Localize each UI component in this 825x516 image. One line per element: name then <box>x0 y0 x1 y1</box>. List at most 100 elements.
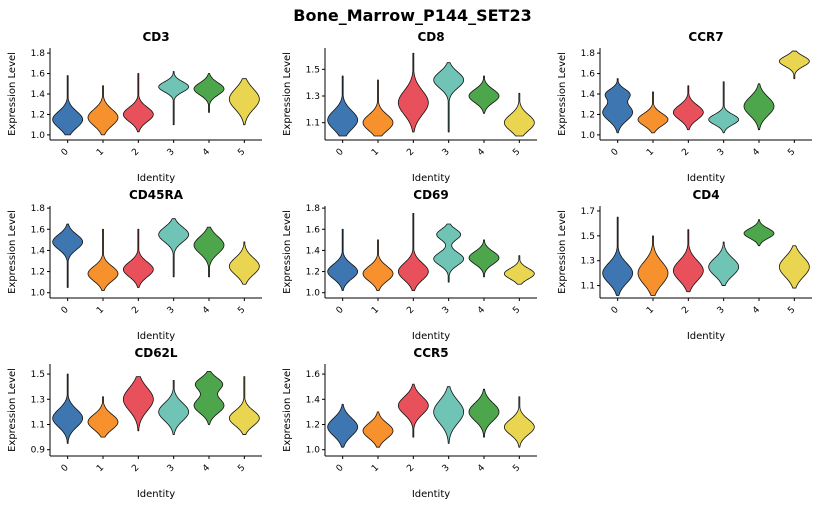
x-tick-label: 3 <box>715 147 726 158</box>
x-tick-label: 4 <box>475 305 486 316</box>
x-axis-title: Identity <box>686 331 724 342</box>
violin-cluster-1 <box>362 239 393 291</box>
x-tick-label: 5 <box>786 305 797 316</box>
y-tick-label: 1.0 <box>305 289 320 299</box>
violin-cluster-2 <box>397 213 429 291</box>
violin-cluster-2 <box>122 228 154 288</box>
x-tick-label: 1 <box>644 147 655 158</box>
violin-cluster-4 <box>743 83 774 131</box>
violin-cluster-1 <box>637 91 668 134</box>
violin-cluster-4 <box>468 75 499 114</box>
x-tick-label: 2 <box>405 463 416 474</box>
violin-cluster-5 <box>503 92 535 137</box>
y-tick-label: 1.5 <box>305 65 319 75</box>
y-tick-label: 1.0 <box>580 131 595 141</box>
violin-cluster-0 <box>51 75 83 136</box>
violin-cluster-1 <box>637 235 668 296</box>
violin-cluster-4 <box>193 73 224 113</box>
x-tick-label: 5 <box>236 463 247 474</box>
violin-cluster-5 <box>778 245 810 289</box>
x-axis-title: Identity <box>136 173 174 184</box>
violin-panel-CD62L: 0.9 1.1 1.3 1.5 0 1 2 3 4 5 CD62L Expression Level I… <box>7 346 262 500</box>
y-tick-label: 1.1 <box>30 420 44 430</box>
violin-cluster-1 <box>362 411 393 448</box>
x-tick-label: 4 <box>475 147 486 158</box>
violin-panel-CD4: 1.1 1.3 1.5 1.7 0 1 2 3 4 5 CD4 Expression Level Ide… <box>557 188 812 342</box>
x-tick-label: 1 <box>369 147 380 158</box>
y-axis-title: Expression Level <box>282 52 293 136</box>
x-tick-label: 3 <box>165 147 176 158</box>
y-axis-title: Expression Level <box>7 52 18 136</box>
violin-cluster-5 <box>778 50 810 80</box>
panel-title: CD45RA <box>129 188 184 202</box>
violin-cluster-2 <box>397 383 429 438</box>
y-tick-label: 1.3 <box>30 395 44 405</box>
violin-cluster-4 <box>468 388 499 438</box>
violin-panel-CD8: 1.1 1.3 1.5 0 1 2 3 4 5 CD8 Expression Level Identi… <box>282 30 537 184</box>
violin-cluster-5 <box>228 376 260 435</box>
violin-cluster-5 <box>228 78 260 126</box>
violin-cluster-0 <box>601 216 633 296</box>
panel-title: CD62L <box>134 346 177 360</box>
violin-cluster-1 <box>87 228 118 291</box>
x-axis-title: Identity <box>411 489 449 500</box>
violin-cluster-1 <box>87 396 118 438</box>
x-tick-label: 4 <box>200 305 211 316</box>
violin-panel-CD3: 1.0 1.2 1.4 1.6 1.8 0 1 2 3 4 5 CD3 Expression Level… <box>7 30 262 184</box>
x-tick-label: 0 <box>334 147 345 158</box>
x-tick-label: 1 <box>94 305 105 316</box>
x-tick-label: 4 <box>200 463 211 474</box>
violin-cluster-0 <box>326 403 358 448</box>
y-tick-label: 1.6 <box>30 225 45 235</box>
x-tick-label: 3 <box>165 305 176 316</box>
x-tick-label: 3 <box>440 305 451 316</box>
y-tick-label: 1.6 <box>305 370 320 380</box>
x-tick-label: 4 <box>475 463 486 474</box>
panel-title: CCR5 <box>413 346 448 360</box>
x-tick-label: 2 <box>130 463 141 474</box>
violin-cluster-0 <box>326 228 358 291</box>
violin-cluster-1 <box>87 85 118 136</box>
x-tick-label: 3 <box>440 463 451 474</box>
violin-cluster-3 <box>157 71 189 126</box>
y-axis-title: Expression Level <box>7 368 18 452</box>
y-tick-label: 1.0 <box>30 289 45 299</box>
y-tick-label: 1.4 <box>580 90 595 100</box>
violin-panel-CD69: 1.0 1.2 1.4 1.6 1.8 0 1 2 3 4 5 CD69 Expression Leve… <box>282 188 537 342</box>
x-tick-label: 0 <box>334 463 345 474</box>
x-tick-label: 4 <box>750 147 761 158</box>
x-tick-label: 2 <box>405 147 416 158</box>
violin-cluster-5 <box>228 241 260 285</box>
x-axis-title: Identity <box>136 489 174 500</box>
violin-panel-CCR5: 1.0 1.2 1.4 1.6 0 1 2 3 4 5 CCR5 Expression Level Id… <box>282 346 537 500</box>
x-tick-label: 1 <box>644 305 655 316</box>
y-tick-label: 1.0 <box>305 446 320 456</box>
x-tick-label: 5 <box>511 147 522 158</box>
violin-cluster-2 <box>122 73 154 133</box>
y-tick-label: 1.2 <box>305 420 319 430</box>
violin-cluster-3 <box>432 386 464 444</box>
y-tick-label: 1.2 <box>30 268 44 278</box>
y-tick-label: 1.6 <box>30 70 45 80</box>
x-tick-label: 5 <box>236 147 247 158</box>
violin-cluster-2 <box>397 52 429 133</box>
y-axis-title: Expression Level <box>7 210 18 294</box>
violin-cluster-5 <box>503 396 535 448</box>
x-tick-label: 0 <box>609 147 620 158</box>
x-tick-label: 0 <box>334 305 345 316</box>
x-tick-label: 1 <box>369 305 380 316</box>
violin-cluster-3 <box>432 62 464 133</box>
violin-cluster-0 <box>51 223 83 288</box>
violin-cluster-1 <box>362 79 393 137</box>
x-tick-label: 0 <box>59 463 70 474</box>
y-tick-label: 1.3 <box>580 257 594 267</box>
x-tick-label: 2 <box>680 147 691 158</box>
violin-cluster-4 <box>468 239 499 278</box>
violin-cluster-3 <box>707 241 739 286</box>
y-tick-label: 1.8 <box>305 204 320 214</box>
x-tick-label: 2 <box>130 305 141 316</box>
x-tick-label: 0 <box>59 147 70 158</box>
y-axis-title: Expression Level <box>557 52 568 136</box>
y-tick-label: 1.8 <box>30 49 45 59</box>
panel-title: CD3 <box>142 30 169 44</box>
